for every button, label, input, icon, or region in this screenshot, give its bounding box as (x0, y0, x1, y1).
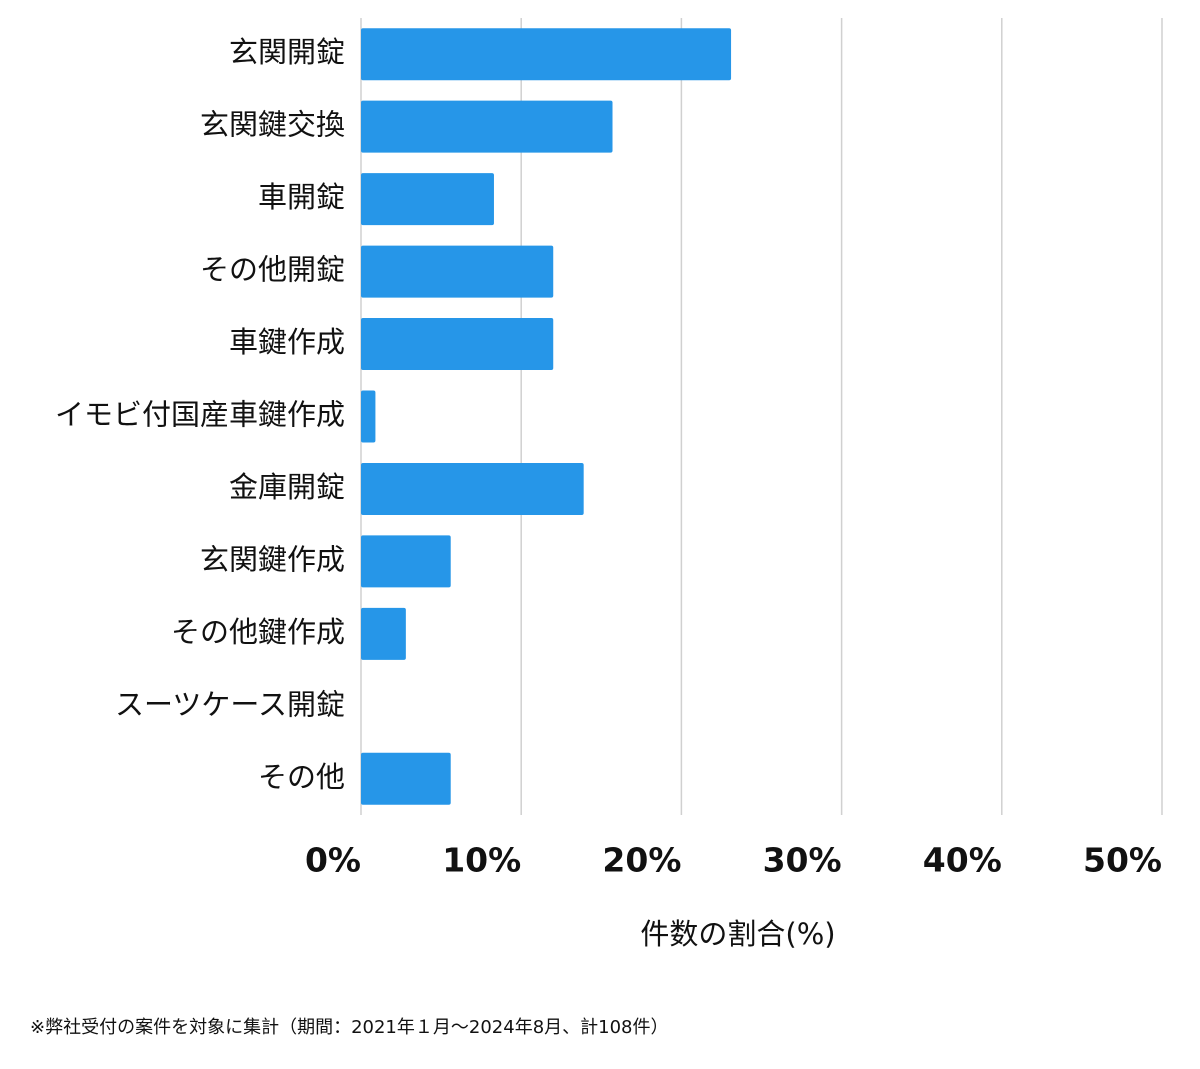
x-tick-label: 0% (305, 841, 361, 880)
x-tick-label: 20% (602, 841, 681, 880)
bar (361, 752, 451, 805)
x-axis-title: 件数の割合(%) (640, 917, 835, 951)
x-tick-label: 10% (442, 841, 521, 880)
y-tick-label: 車鍵作成 (229, 325, 345, 359)
y-tick-label: 玄関開錠 (229, 35, 345, 69)
x-tick-label: 50% (1083, 841, 1162, 880)
y-tick-label: イモビ付国産車鍵作成 (55, 398, 345, 432)
bar (361, 100, 613, 153)
x-tick-label: 30% (763, 841, 842, 880)
y-tick-label: 玄関鍵作成 (200, 542, 345, 576)
bar (361, 173, 494, 226)
bar (361, 462, 584, 515)
x-tick-label: 40% (923, 841, 1002, 880)
bar (361, 28, 732, 81)
y-tick-label: 玄関鍵交換 (200, 108, 345, 142)
y-tick-label: その他鍵作成 (171, 615, 345, 649)
bar (361, 607, 406, 660)
y-tick-label: その他 (258, 760, 345, 794)
footnote: ※弊社受付の案件を対象に集計（期間：2021年１月〜2024年8月、計108件） (30, 1017, 669, 1038)
bar (361, 318, 554, 371)
bar (361, 245, 554, 298)
y-tick-label: 金庫開錠 (229, 470, 345, 504)
bar (361, 535, 451, 588)
y-tick-label: 車開錠 (258, 180, 345, 214)
y-tick-label: スーツケース開錠 (115, 687, 345, 721)
y-tick-label: その他開錠 (200, 253, 345, 287)
bar (361, 390, 376, 443)
